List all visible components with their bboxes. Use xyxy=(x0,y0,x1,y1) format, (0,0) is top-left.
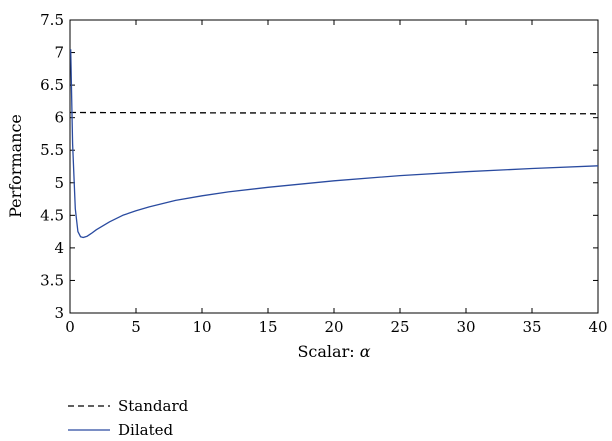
ticks xyxy=(69,19,599,314)
x-tick-label: 35 xyxy=(522,318,541,336)
x-axis-label: Scalar: α xyxy=(297,342,370,361)
y-tick-label: 7 xyxy=(54,44,64,62)
y-tick-label: 5.5 xyxy=(40,141,64,159)
x-tick-label: 5 xyxy=(131,318,141,336)
legend-label-dilated: Dilated xyxy=(118,421,173,439)
y-tick-label: 3.5 xyxy=(40,271,64,289)
series-layer xyxy=(69,49,599,239)
legend: Standard Dilated xyxy=(68,397,189,439)
x-tick-label: 10 xyxy=(192,318,211,336)
y-tick-label: 7.5 xyxy=(40,11,64,29)
series-line-standard xyxy=(69,111,599,115)
y-tick-label: 4.5 xyxy=(40,206,64,224)
x-tick-label: 20 xyxy=(324,318,343,336)
y-tick-label: 4 xyxy=(54,239,64,257)
x-tick-label: 30 xyxy=(456,318,475,336)
y-axis-label: Performance xyxy=(6,114,25,218)
y-tick-label: 6.5 xyxy=(40,76,64,94)
y-tick-label: 3 xyxy=(54,304,64,322)
x-axis-symbol: α xyxy=(360,342,371,361)
y-tick-label: 6 xyxy=(54,109,64,127)
legend-label-standard: Standard xyxy=(118,397,189,415)
tick-labels: 0 5 10 15 20 25 30 35 40 3 3.5 4 4.5 5 5.5 6 6.5 7 7.5 xyxy=(40,11,607,336)
x-tick-label: 15 xyxy=(258,318,277,336)
series-line-dilated xyxy=(70,49,599,239)
x-tick-label: 40 xyxy=(588,318,607,336)
y-tick-label: 5 xyxy=(54,174,64,192)
x-tick-label: 0 xyxy=(65,318,75,336)
plot-frame xyxy=(69,19,599,314)
x-tick-label: 25 xyxy=(390,318,409,336)
